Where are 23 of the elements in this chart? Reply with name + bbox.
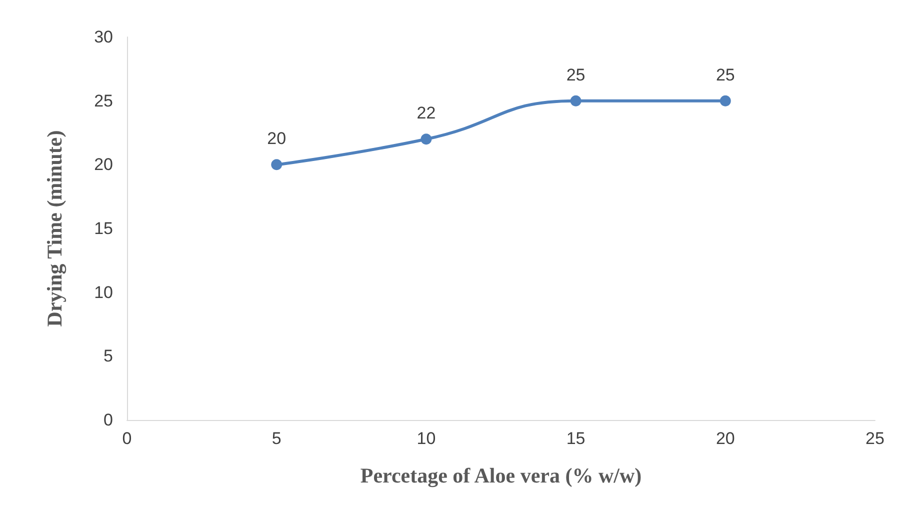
y-tick-label: 0: [104, 410, 113, 430]
x-axis-title: Percetage of Aloe vera (% w/w): [360, 464, 642, 488]
y-tick-label: 5: [104, 346, 113, 366]
data-label: 20: [267, 129, 286, 148]
x-tick-label: 25: [866, 429, 884, 448]
point: [271, 159, 282, 170]
point: [420, 134, 432, 145]
data-label: 25: [566, 65, 586, 84]
data-label: 25: [716, 65, 735, 84]
x-tick-label: 20: [716, 429, 735, 448]
y-tick-label: 15: [94, 219, 113, 238]
point: [720, 95, 731, 106]
x-tick-label: 5: [272, 429, 282, 448]
y-axis-title: Drying Time (minute): [42, 130, 66, 327]
y-tick-label: 30: [94, 28, 113, 46]
x-tick-label: 0: [122, 429, 132, 448]
y-tick-label: 20: [94, 155, 113, 174]
y-tick-label: 10: [94, 282, 113, 302]
x-tick-label: 10: [416, 429, 436, 448]
point: [570, 95, 582, 106]
data-label: 22: [416, 104, 436, 123]
y-tick-label: 25: [94, 91, 113, 110]
x-tick-label: 15: [566, 429, 586, 448]
